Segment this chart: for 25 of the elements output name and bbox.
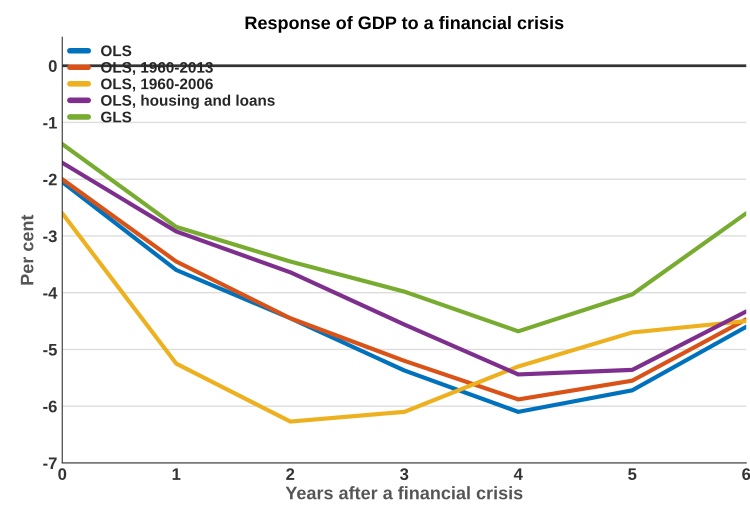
line-series [62, 160, 746, 377]
y-tick-label: -5 [43, 344, 57, 356]
legend-label: OLS, 1960-2006 [101, 78, 213, 92]
x-tick-label: 0 [58, 468, 66, 480]
x-tick-label: 3 [400, 468, 408, 480]
x-tick-label: 4 [514, 468, 523, 480]
y-tick-label: -7 [43, 458, 57, 469]
y-tick-label: -2 [43, 174, 57, 186]
legend-label: OLS [101, 45, 132, 56]
chart-title: Response of GDP to a financial crisis [246, 16, 564, 33]
x-tick-label: 5 [628, 468, 636, 480]
x-tick-label: 1 [172, 468, 180, 480]
y-axis-title: Per cent [20, 214, 34, 285]
legend-label: OLS, housing and loans [101, 94, 275, 109]
x-tick-label: 2 [286, 468, 294, 480]
legend-label: GLS [101, 112, 132, 122]
x-axis-title: Years after a financial crisis [286, 486, 522, 500]
line-series [62, 211, 746, 424]
x-tick-label: 6 [742, 468, 750, 480]
line-series [62, 142, 746, 334]
y-tick-label: -6 [43, 400, 57, 412]
y-tick-label: -1 [43, 117, 57, 129]
y-tick-label: 0 [48, 60, 57, 72]
y-tick-label: -4 [43, 287, 58, 299]
y-tick-label: -3 [43, 230, 57, 242]
